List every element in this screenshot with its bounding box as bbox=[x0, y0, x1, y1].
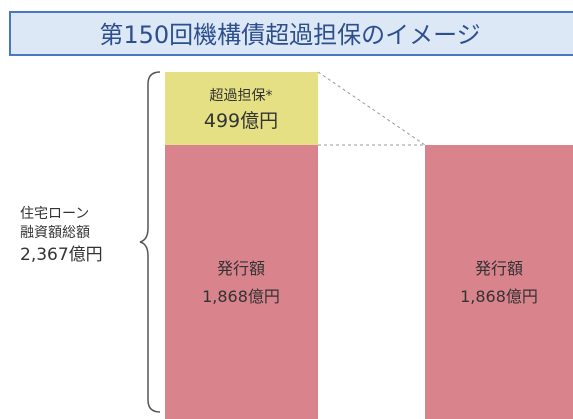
title-bar bbox=[9, 11, 573, 56]
issue-label: 発行額 bbox=[475, 259, 523, 278]
total-label: 融資額総額 bbox=[20, 225, 90, 241]
issue-amount: 1,868億円 bbox=[460, 287, 538, 306]
total-label: 住宅ローン bbox=[20, 206, 89, 222]
title: 第150回機構債超過担保のイメージ bbox=[99, 21, 480, 49]
overcollateral-amount: 499億円 bbox=[204, 110, 278, 132]
issue-amount: 1,868億円 bbox=[202, 287, 280, 306]
right-issue-block bbox=[425, 145, 573, 419]
issue-label: 発行額 bbox=[217, 259, 265, 278]
left-issue-block bbox=[165, 145, 318, 419]
dashed-connector bbox=[317, 71, 426, 146]
overcollateral-label: 超過担保* bbox=[210, 88, 273, 104]
total-amount: 2,367億円 bbox=[20, 245, 103, 265]
brace bbox=[139, 71, 161, 413]
overcollateral-block bbox=[165, 72, 318, 145]
